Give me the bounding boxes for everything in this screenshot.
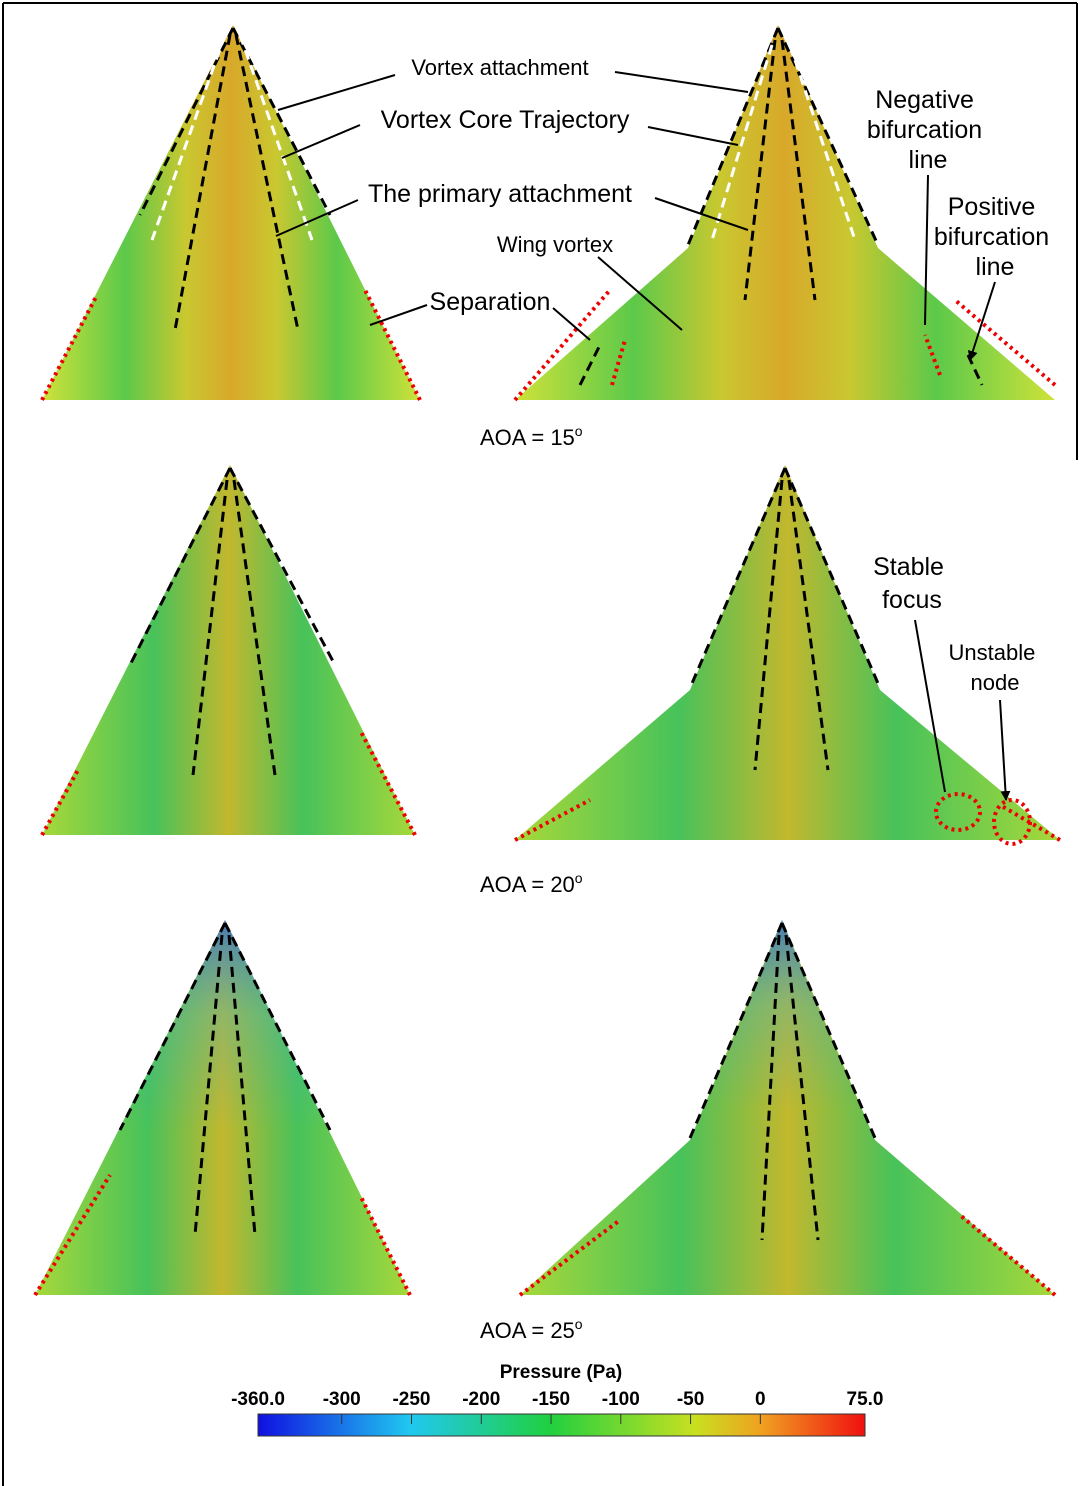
annotation: Negative bifurcation line	[867, 86, 989, 174]
row-label: AOA = 15o	[480, 423, 583, 450]
annotation-line: bifurcation	[867, 116, 982, 144]
row-label: AOA = 20o	[480, 870, 583, 897]
colorbar	[258, 1414, 865, 1436]
aoa: AOA = 15	[480, 425, 575, 450]
wing-panel	[35, 920, 410, 1295]
aoa: AOA = 20	[480, 872, 575, 897]
annotation-line: node	[971, 670, 1020, 695]
annotation: Positive bifurcation line	[934, 193, 1056, 281]
annotation: Vortex attachment	[411, 55, 588, 80]
annotation-line: line	[976, 253, 1015, 281]
annotation: Separation	[430, 288, 551, 316]
colorbar-tick-label: -300	[323, 1389, 361, 1410]
colorbar-title: Pressure (Pa)	[500, 1362, 623, 1383]
annotation-line: Unstable	[949, 640, 1036, 665]
colorbar-tick-label: -200	[462, 1389, 500, 1410]
wing-panel	[42, 25, 420, 400]
aoa: AOA = 25	[480, 1318, 575, 1343]
degree: o	[575, 423, 583, 439]
figure: Vortex attachment Vortex Core Trajectory…	[0, 0, 1080, 1486]
annotation-line: Negative	[875, 86, 974, 114]
annotation: Stable focus	[873, 553, 951, 614]
degree: o	[575, 1316, 583, 1332]
colorbar-tick-label: -150	[532, 1389, 570, 1410]
annotation-line: focus	[882, 586, 942, 614]
wing-panel	[42, 465, 415, 835]
annotation-line: line	[909, 146, 948, 174]
colorbar-tick-label: 75.0	[847, 1389, 884, 1410]
wing-panel	[520, 920, 1055, 1295]
annotation: Unstable node	[949, 640, 1042, 695]
degree: o	[575, 870, 583, 886]
annotation: Vortex Core Trajectory	[381, 106, 630, 134]
row-label: AOA = 25o	[480, 1316, 583, 1343]
colorbar-tick-label: -100	[602, 1389, 640, 1410]
annotation-line: bifurcation	[934, 223, 1049, 251]
colorbar-tick-label: 0	[755, 1389, 766, 1410]
colorbar-tick-label: -50	[677, 1389, 704, 1410]
annotation: The primary attachment	[368, 180, 632, 208]
annotation-line: Positive	[948, 193, 1036, 221]
annotation-line: Stable	[873, 553, 944, 581]
colorbar-tick-label: -360.0	[231, 1389, 285, 1410]
colorbar-tick-label: -250	[392, 1389, 430, 1410]
annotation: Wing vortex	[497, 232, 613, 257]
